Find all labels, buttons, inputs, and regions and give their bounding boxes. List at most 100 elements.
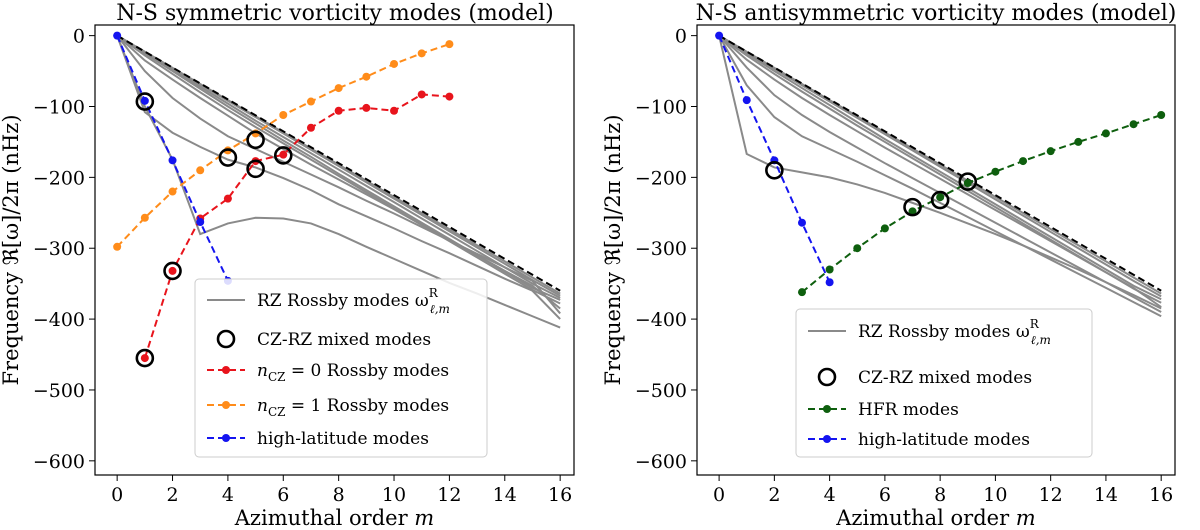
legend: RZ Rossby modes ωR ℓ,m CZ-RZ mixed modes HF… — [795, 308, 1093, 458]
legend-label: HFR modes — [858, 400, 959, 420]
hfr-modes-point — [1101, 129, 1110, 138]
legend-label: high-latitude modes — [858, 430, 1030, 450]
y-axis-label: Frequency ℜ[ω]/2π (nHz) — [601, 114, 625, 385]
mixed-mode-marker — [246, 159, 265, 179]
rz-rossby-line — [718, 35, 1162, 310]
x-tick-label: 8 — [934, 484, 946, 506]
chart-title: N-S symmetric vorticity modes (model) — [116, 1, 554, 26]
high-latitude-modes-point — [825, 278, 834, 287]
hfr-modes-point — [991, 167, 1000, 176]
y-tick-label: 0 — [675, 26, 687, 48]
hfr-modes-point — [797, 288, 806, 297]
rz-rossby-line — [718, 34, 1162, 304]
legend-box — [795, 308, 1093, 458]
n-cz-0-rossby-modes-line — [143, 93, 450, 359]
n-cz-0-rossby-modes-point — [140, 354, 149, 363]
mixed-mode-marker — [273, 146, 293, 165]
n-cz-0-rossby-modes-point — [168, 266, 177, 275]
x-tick-label: 0 — [713, 484, 725, 506]
high-latitude-modes-point — [168, 156, 177, 165]
hfr-modes-point — [908, 207, 917, 216]
y-tick-label: −600 — [33, 451, 85, 473]
y-tick-label: −100 — [33, 96, 85, 118]
x-axis-label: Azimuthal order m — [835, 506, 1035, 530]
legend-label: nCZ = 0 Rossby modes — [257, 361, 449, 384]
y-tick-label: −300 — [33, 238, 85, 260]
x-tick-label: 6 — [879, 484, 891, 506]
legend-handle-red-point — [222, 366, 230, 374]
hfr-modes-line — [801, 114, 1162, 293]
x-tick-label: 16 — [1149, 484, 1173, 506]
legend-label: CZ-RZ mixed modes — [257, 330, 431, 350]
high-latitude-modes-point — [113, 31, 122, 40]
x-tick-label: 4 — [824, 484, 836, 506]
legend-handle-orange-point — [222, 401, 230, 409]
hfr-modes-point — [1129, 120, 1138, 129]
rz-envelope-dashed-line — [718, 34, 1162, 292]
y-tick-label: −400 — [33, 309, 85, 331]
legend-label-sub: CZ — [268, 370, 286, 384]
hfr-modes-point — [963, 179, 972, 188]
hfr-modes-point — [880, 224, 889, 233]
legend-label-rest: = 0 Rossby modes — [285, 361, 449, 381]
plot-area — [113, 31, 561, 368]
legend-label-rest: = 1 Rossby modes — [285, 396, 449, 416]
n-cz-0-rossby-modes-point — [279, 150, 288, 159]
hfr-modes-point — [1019, 157, 1028, 166]
n-cz-1-rossby-modes-point — [334, 84, 343, 93]
rz-rossby-line — [718, 34, 1162, 301]
mixed-mode-marker — [903, 197, 922, 217]
mixed-mode-marker — [135, 92, 155, 111]
legend-label-main: n — [257, 396, 268, 416]
mixed-mode-marker — [958, 172, 978, 191]
hfr-modes-point — [1074, 137, 1083, 146]
legend-label: RZ Rossby modes ωR ℓ,m — [858, 317, 1051, 347]
high-latitude-modes-point — [742, 96, 751, 105]
panel-symmetric: N-S symmetric vorticity modes (model) 0 2 4… — [0, 1, 575, 530]
legend-label-main: n — [257, 361, 268, 381]
rz-rossby-line — [116, 35, 561, 315]
hfr-modes-point — [853, 244, 862, 253]
n-cz-1-rossby-modes-point — [417, 49, 426, 58]
n-cz-1-rossby-modes-point — [196, 166, 205, 175]
mixed-mode-marker — [930, 190, 950, 210]
x-axis-label-var: m — [414, 506, 434, 530]
n-cz-1-rossby-modes-point — [445, 40, 454, 49]
legend: RZ Rossby modes ωR ℓ,m CZ-RZ mixed modes nC… — [194, 278, 488, 458]
legend-label-sup: R — [1030, 317, 1040, 331]
n-cz-0-rossby-modes-point — [223, 194, 232, 203]
mixed-mode-marker — [135, 348, 155, 368]
n-cz-1-rossby-modes-point — [113, 242, 122, 251]
x-tick-label: 14 — [493, 484, 517, 506]
high-latitude-modes-point — [715, 31, 724, 40]
y-tick-label: −300 — [635, 238, 687, 260]
rz-rossby-line — [116, 34, 561, 295]
mixed-mode-marker — [163, 261, 182, 281]
y-tick-label: −100 — [635, 96, 687, 118]
x-tick-label: 2 — [166, 484, 178, 506]
hfr-modes-point — [825, 265, 834, 274]
n-cz-0-rossby-modes-point — [362, 103, 371, 112]
legend-handle-mixed-mode — [817, 367, 837, 387]
n-cz-1-rossby-modes-point — [306, 97, 315, 106]
x-axis-label-text: Azimuthal order — [234, 506, 415, 530]
x-tick-label: 2 — [768, 484, 780, 506]
legend-label-sub: ℓ,m — [1031, 333, 1051, 347]
n-cz-1-rossby-modes-point — [279, 111, 288, 119]
x-tick-label: 0 — [111, 484, 123, 506]
legend-label: RZ Rossby modes ωR ℓ,m — [257, 286, 450, 316]
rz-rossby-line — [116, 34, 561, 301]
hfr-modes-point — [936, 193, 945, 202]
rz-rossby-line — [718, 35, 1162, 318]
n-cz-0-rossby-modes-point — [306, 123, 315, 132]
x-tick-label: 6 — [277, 484, 289, 506]
panel-antisymmetric: N-S antisymmetric vorticity modes (model… — [601, 1, 1176, 530]
y-tick-label: −500 — [33, 380, 85, 402]
y-axis-label: Frequency ℜ[ω]/2π (nHz) — [0, 114, 23, 385]
x-tick-label: 4 — [222, 484, 234, 506]
x-axis-label: Azimuthal order m — [234, 506, 434, 530]
legend-box — [194, 278, 488, 458]
y-tick-label: −600 — [635, 451, 687, 473]
y-tick-label: −200 — [33, 167, 85, 189]
